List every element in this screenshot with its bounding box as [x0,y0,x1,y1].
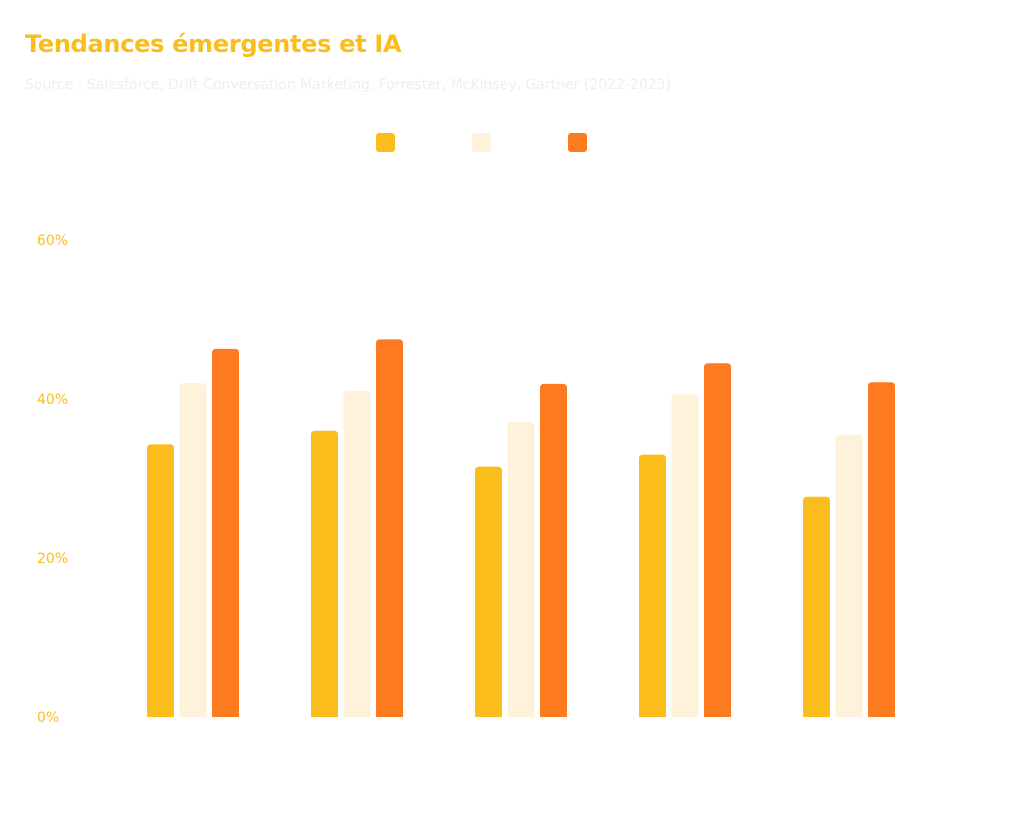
bar [704,363,731,717]
bar [475,466,502,717]
bar [311,430,338,717]
bar [179,383,207,717]
bar [147,444,174,717]
chart-title: Tendances émergentes et IA [25,30,402,58]
bar [671,394,699,717]
bar [376,339,403,717]
legend-swatch [376,133,395,152]
bar [343,391,371,717]
y-tick-label: 60% [37,233,68,249]
bar [803,496,830,717]
y-tick-label: 40% [37,392,68,408]
bar [540,383,567,717]
legend-item [472,133,491,152]
legend-swatch [472,133,491,152]
y-tick-label: 20% [37,551,68,567]
bar [639,454,666,717]
legend-item [376,133,395,152]
bar [212,348,239,717]
legend-item [568,133,587,152]
bar [835,434,863,717]
legend [0,133,1024,153]
legend-swatch [568,133,587,152]
bar [868,382,895,717]
y-tick-label: 0% [37,710,59,726]
bar [507,422,535,717]
chart-subtitle: Source : Salesforce, Drift Conversation … [25,77,672,93]
